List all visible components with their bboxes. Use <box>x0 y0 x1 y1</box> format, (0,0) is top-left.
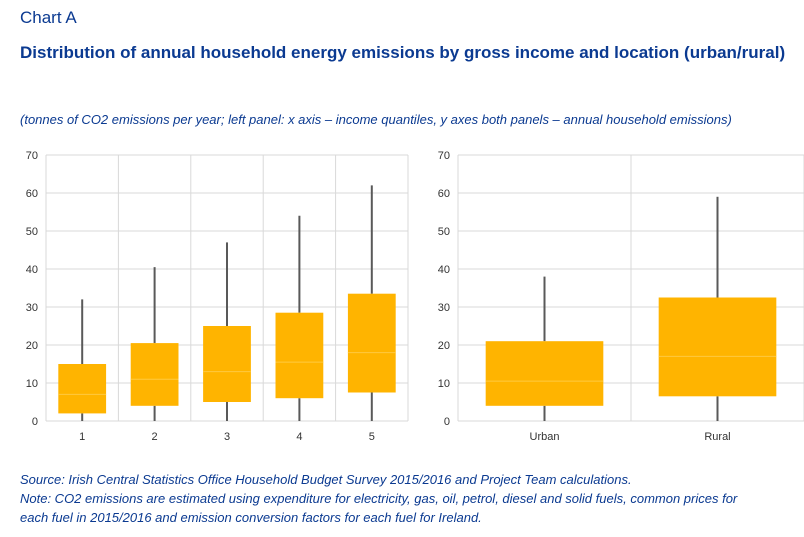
source-note: Source: Irish Central Statistics Office … <box>20 472 632 487</box>
box-iqr <box>275 312 324 399</box>
y-tick-label: 60 <box>26 188 38 200</box>
box-2: 2 <box>130 267 179 443</box>
y-tick-label: 0 <box>444 416 450 428</box>
y-tick-label: 30 <box>26 302 38 314</box>
y-tick-label: 60 <box>438 188 450 200</box>
box-iqr <box>203 326 251 402</box>
box-3: 3 <box>203 242 251 443</box>
y-tick-label: 30 <box>438 302 450 314</box>
y-tick-label: 10 <box>438 378 450 390</box>
x-tick-label: 1 <box>79 431 85 443</box>
chart-label: Chart A <box>20 8 77 27</box>
box-4: 4 <box>275 215 324 443</box>
y-tick-label: 20 <box>438 340 450 352</box>
chart-subtitle: (tonnes of CO2 emissions per year; left … <box>20 112 732 127</box>
box-1: 1 <box>58 299 107 443</box>
y-tick-label: 50 <box>438 226 450 238</box>
y-tick-label: 40 <box>438 264 450 276</box>
footnotes: Source: Irish Central Statistics Office … <box>20 470 804 527</box>
note-line-2: each fuel in 2015/2016 and emission conv… <box>20 510 482 525</box>
x-tick-label: 5 <box>369 431 375 443</box>
y-tick-label: 50 <box>26 226 38 238</box>
box-Rural: Rural <box>658 196 777 443</box>
x-tick-label: 4 <box>296 431 302 443</box>
y-tick-label: 10 <box>26 378 38 390</box>
box-iqr <box>658 297 777 397</box>
box-5: 5 <box>347 185 396 443</box>
x-tick-label: Urban <box>530 431 560 443</box>
y-tick-label: 40 <box>26 264 38 276</box>
x-tick-label: 3 <box>224 431 230 443</box>
box-iqr <box>485 341 604 406</box>
note-line-1: Note: CO2 emissions are estimated using … <box>20 491 738 506</box>
y-tick-label: 70 <box>438 150 450 162</box>
y-tick-label: 70 <box>26 150 38 162</box>
chart-title: Distribution of annual household energy … <box>20 43 786 62</box>
x-tick-label: 2 <box>152 431 158 443</box>
box-iqr <box>58 364 107 414</box>
panel-2: 0 10 20 30 40 50 60 70 Urban Rural <box>438 150 804 443</box>
x-tick-label: Rural <box>704 431 730 443</box>
box-iqr <box>130 343 179 406</box>
panel-1: 0 10 20 30 40 50 60 70 1 2 3 4 5 <box>26 150 409 443</box>
box-iqr <box>347 293 396 393</box>
box-Urban: Urban <box>485 276 604 443</box>
y-tick-label: 0 <box>32 416 38 428</box>
y-tick-label: 20 <box>26 340 38 352</box>
